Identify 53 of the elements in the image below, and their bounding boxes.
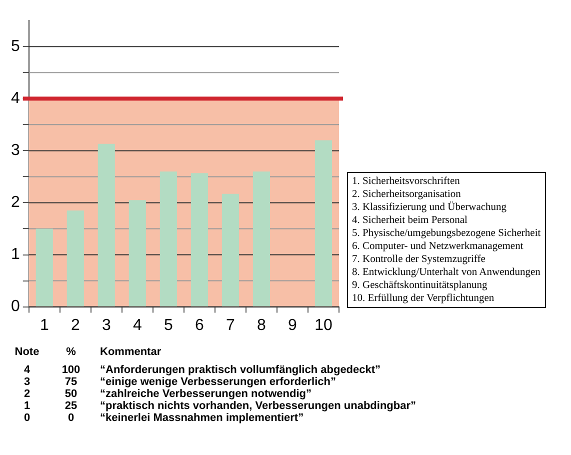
text: Note: [14, 346, 40, 360]
x-tick-label: 5: [164, 316, 173, 334]
text: 0: [22, 412, 32, 424]
y-tick-label: 5: [10, 38, 20, 56]
text: “einige wenige Verbesserungen erforderlich”: [99, 376, 337, 388]
text: 6. Computer- und Netzwerkmanagement: [352, 240, 524, 253]
y-tick-label: 0: [10, 298, 20, 316]
text: 2: [22, 388, 32, 400]
text: “zahlreiche Verbesserungen notwendig”: [99, 388, 312, 400]
text: 75: [64, 376, 78, 388]
text: 0: [66, 412, 76, 424]
text: 4. Sicherheit beim Personal: [352, 214, 468, 227]
x-tick-label: 8: [257, 316, 266, 334]
y-tick-label: 3: [10, 142, 20, 160]
bar: [128, 200, 146, 306]
text: 3. Klassifizierung und Überwachung: [352, 201, 508, 214]
text: 3: [22, 376, 32, 388]
text: %: [65, 346, 77, 360]
x-tick-label: 6: [195, 316, 204, 334]
text: “keinerlei Massnahmen implementiert”: [99, 412, 305, 424]
text: 2. Sicherheitsorganisation: [352, 188, 462, 201]
bar: [314, 140, 332, 306]
text: 50: [64, 388, 78, 400]
bar: [66, 210, 84, 306]
x-tick-label: 10: [314, 316, 332, 334]
bar: [252, 172, 270, 306]
text: 1. Sicherheitsvorschriften: [352, 175, 461, 188]
text: 25: [64, 400, 78, 412]
text: Kommentar: [99, 346, 162, 360]
y-tick-label: 2: [10, 194, 20, 212]
x-tick-label: 4: [132, 316, 142, 334]
text: 7. Kontrolle der Systemzugriffe: [352, 253, 486, 266]
x-tick-label: 1: [40, 316, 49, 334]
text: 8. Entwicklung/Unterhalt von Anwendungen: [352, 266, 541, 279]
bar: [160, 172, 177, 306]
text: 10. Erfüllung der Verpflichtungen: [352, 292, 496, 305]
x-tick-label: 3: [102, 316, 111, 334]
text: “Anforderungen praktisch vollumfänglich abgedeckt”: [99, 364, 382, 376]
x-tick-label: 7: [226, 316, 236, 334]
bar: [222, 194, 239, 306]
text: “praktisch nichts vorhanden, Verbesserungen unabdingbar”: [99, 400, 418, 412]
y-tick-label: 4: [10, 90, 20, 108]
x-tick-label: 2: [70, 316, 80, 334]
x-tick-label: 9: [288, 316, 298, 334]
text: 1: [22, 400, 32, 412]
text: 9. Geschäftskontinuitätsplanung: [352, 279, 488, 292]
bar: [98, 144, 115, 306]
text: 100: [60, 364, 82, 376]
bar: [190, 173, 208, 306]
text: 4: [22, 364, 32, 376]
bar: [36, 228, 53, 306]
y-tick-label: 1: [10, 246, 20, 264]
text: 5. Physische/umgebungsbezogene Sicherheit: [352, 227, 541, 240]
